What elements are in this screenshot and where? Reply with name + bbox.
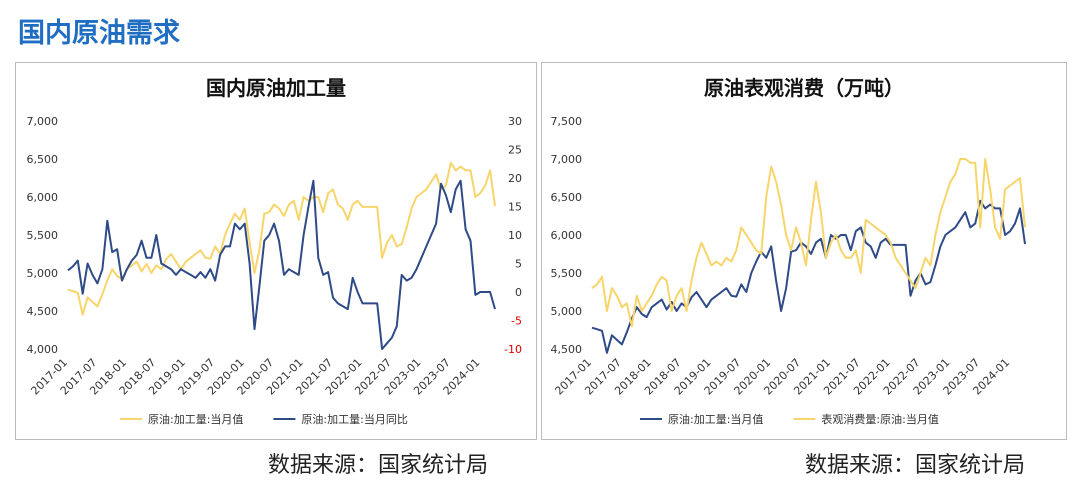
series-line xyxy=(591,158,1026,328)
y2-tick-label: 15 xyxy=(508,201,522,214)
y2-tick-label: 5 xyxy=(515,258,522,271)
chart-frame xyxy=(15,62,537,440)
y2-tick-label: -10 xyxy=(504,343,522,356)
y2-tick-label: 30 xyxy=(508,115,522,128)
y-tick-label: 4,500 xyxy=(551,343,583,356)
y-tick-label: 7,000 xyxy=(27,115,59,128)
y2-tick-label: 25 xyxy=(508,144,522,157)
y-tick-label: 5,500 xyxy=(551,267,583,280)
chart-title: 原油表观消费（万吨） xyxy=(704,76,904,100)
source: 数据来源：国家统计局 xyxy=(805,453,1025,478)
legend-label: 原油:加工量:当月同比 xyxy=(301,412,407,426)
y-tick-label: 6,500 xyxy=(27,153,59,166)
series-line xyxy=(67,179,496,350)
series-line xyxy=(67,161,496,316)
page-title: 国内原油需求 xyxy=(18,18,180,49)
chart-title: 国内原油加工量 xyxy=(206,76,346,100)
y-tick-label: 5,500 xyxy=(27,229,59,242)
y2-tick-label: -5 xyxy=(511,315,522,328)
legend-label: 原油:加工量:当月值 xyxy=(668,412,763,426)
y-tick-label: 4,000 xyxy=(27,343,59,356)
y2-tick-label: 20 xyxy=(508,172,522,185)
y-tick-label: 7,000 xyxy=(551,153,583,166)
legend-label: 原油:加工量:当月值 xyxy=(148,412,243,426)
y-tick-label: 6,500 xyxy=(551,191,583,204)
y-tick-label: 4,500 xyxy=(27,305,59,318)
y2-tick-label: 0 xyxy=(515,286,522,299)
source: 数据来源：国家统计局 xyxy=(268,453,488,478)
y2-tick-label: 10 xyxy=(508,229,522,242)
y-tick-label: 6,000 xyxy=(551,229,583,242)
chart-frame xyxy=(541,62,1067,440)
y-tick-label: 5,000 xyxy=(551,305,583,318)
y-tick-label: 7,500 xyxy=(551,115,583,128)
y-tick-label: 5,000 xyxy=(27,267,59,280)
legend-label: 表观消费量:原油:当月值 xyxy=(821,412,938,426)
y-tick-label: 6,000 xyxy=(27,191,59,204)
